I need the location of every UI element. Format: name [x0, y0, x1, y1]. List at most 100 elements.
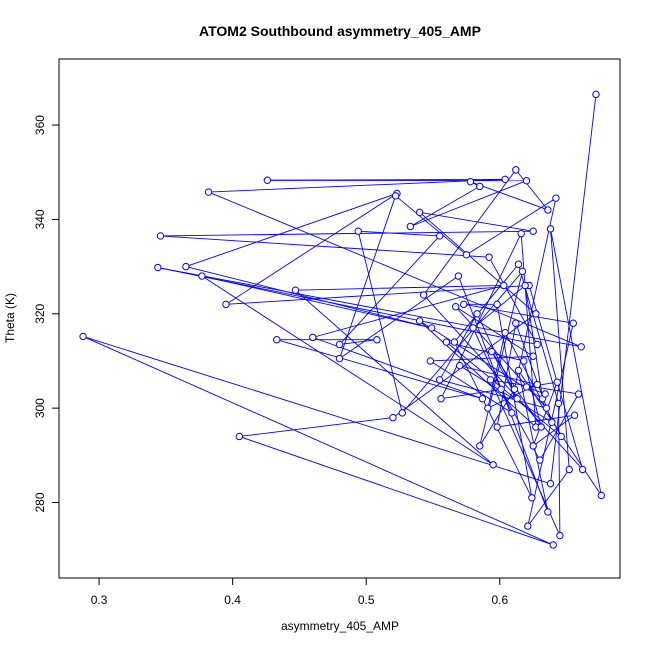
data-point: [522, 383, 531, 391]
series-segment: [430, 355, 534, 362]
series-segment: [401, 271, 523, 414]
data-point: [520, 357, 528, 365]
data-point: [460, 300, 468, 309]
x-tick-label: 0.5: [358, 593, 375, 607]
series-segment: [423, 169, 517, 296]
data-point: [532, 310, 540, 318]
data-point: [354, 227, 362, 235]
data-point: [541, 390, 549, 398]
series-segment: [476, 313, 518, 399]
data-point: [198, 272, 206, 280]
series-segment: [497, 414, 575, 428]
series-segment: [410, 180, 527, 227]
series-segment: [392, 313, 537, 418]
data-point: [454, 272, 463, 280]
series-segment: [518, 370, 549, 513]
data-point: [391, 192, 400, 200]
data-point: [553, 378, 561, 386]
series-segment: [358, 230, 440, 237]
series-segment: [459, 365, 553, 423]
data-point: [508, 409, 516, 417]
data-point: [574, 390, 583, 398]
data-point: [544, 206, 552, 214]
data-point: [570, 411, 579, 419]
data-point: [537, 423, 545, 431]
series-segment: [558, 403, 561, 536]
data-point: [513, 395, 521, 403]
data-point: [222, 300, 230, 309]
data-point: [478, 395, 487, 403]
data-point: [565, 465, 573, 474]
series-segment: [496, 323, 517, 428]
data-point: [406, 222, 414, 231]
series-segment: [515, 169, 549, 211]
x-tick-label: 0.4: [224, 593, 241, 607]
data-point: [514, 260, 523, 268]
x-tick-label: 0.3: [91, 593, 108, 607]
series-segment: [550, 94, 597, 484]
data-point: [529, 352, 537, 360]
plot-frame: [58, 58, 621, 579]
y-axis-label: Theta (K): [3, 293, 17, 343]
data-point: [517, 229, 525, 238]
series-segment: [463, 303, 574, 324]
data-point: [524, 522, 532, 530]
data-point: [235, 432, 244, 441]
data-point: [476, 442, 484, 450]
data-point: [578, 465, 587, 474]
data-point: [497, 385, 505, 393]
series-segment: [225, 193, 398, 305]
data-point: [544, 508, 552, 516]
data-point: [476, 182, 484, 191]
series-segment: [430, 360, 513, 414]
series-segment: [276, 339, 483, 400]
series-segment: [295, 289, 494, 466]
data-point: [473, 310, 481, 318]
data-point: [488, 347, 496, 356]
series-segment: [550, 228, 602, 496]
series-segment: [520, 233, 537, 428]
data-point: [398, 409, 406, 417]
data-point: [435, 376, 444, 384]
data-point: [501, 328, 509, 337]
data-point: [373, 336, 381, 344]
data-point: [263, 176, 272, 184]
data-point: [415, 317, 424, 325]
y-tick-label: 320: [33, 303, 47, 323]
series-segment: [466, 197, 557, 256]
data-point: [154, 263, 162, 272]
data-point: [592, 90, 600, 99]
series-segment: [526, 381, 558, 388]
series-segment: [440, 233, 522, 399]
data-point: [485, 253, 493, 261]
data-point: [489, 461, 497, 469]
data-point: [493, 423, 501, 431]
series-segment: [201, 275, 432, 329]
series-segment: [439, 313, 478, 381]
data-point: [452, 303, 460, 311]
series-segment: [208, 178, 506, 193]
data-point: [466, 177, 475, 186]
data-point: [273, 336, 281, 344]
y-tick-label: 280: [33, 492, 47, 512]
series-segment: [518, 370, 602, 496]
series-segment: [395, 195, 467, 256]
data-point: [486, 376, 495, 384]
data-point: [514, 366, 523, 375]
series-segment: [339, 195, 397, 359]
series-segment: [488, 256, 538, 345]
series-segment: [527, 469, 570, 527]
chart-title: ATOM2 Southbound asymmetry_405_AMP: [199, 23, 481, 39]
series-segment: [439, 379, 547, 409]
series-segment: [454, 263, 519, 343]
data-point: [529, 442, 537, 450]
data-point: [552, 194, 560, 202]
data-point: [501, 175, 509, 184]
y-tick-label: 300: [33, 398, 47, 418]
data-point: [556, 531, 564, 540]
series-segment: [410, 186, 480, 227]
series-segment: [487, 332, 506, 409]
series-segment: [185, 193, 398, 268]
data-point: [469, 324, 477, 332]
